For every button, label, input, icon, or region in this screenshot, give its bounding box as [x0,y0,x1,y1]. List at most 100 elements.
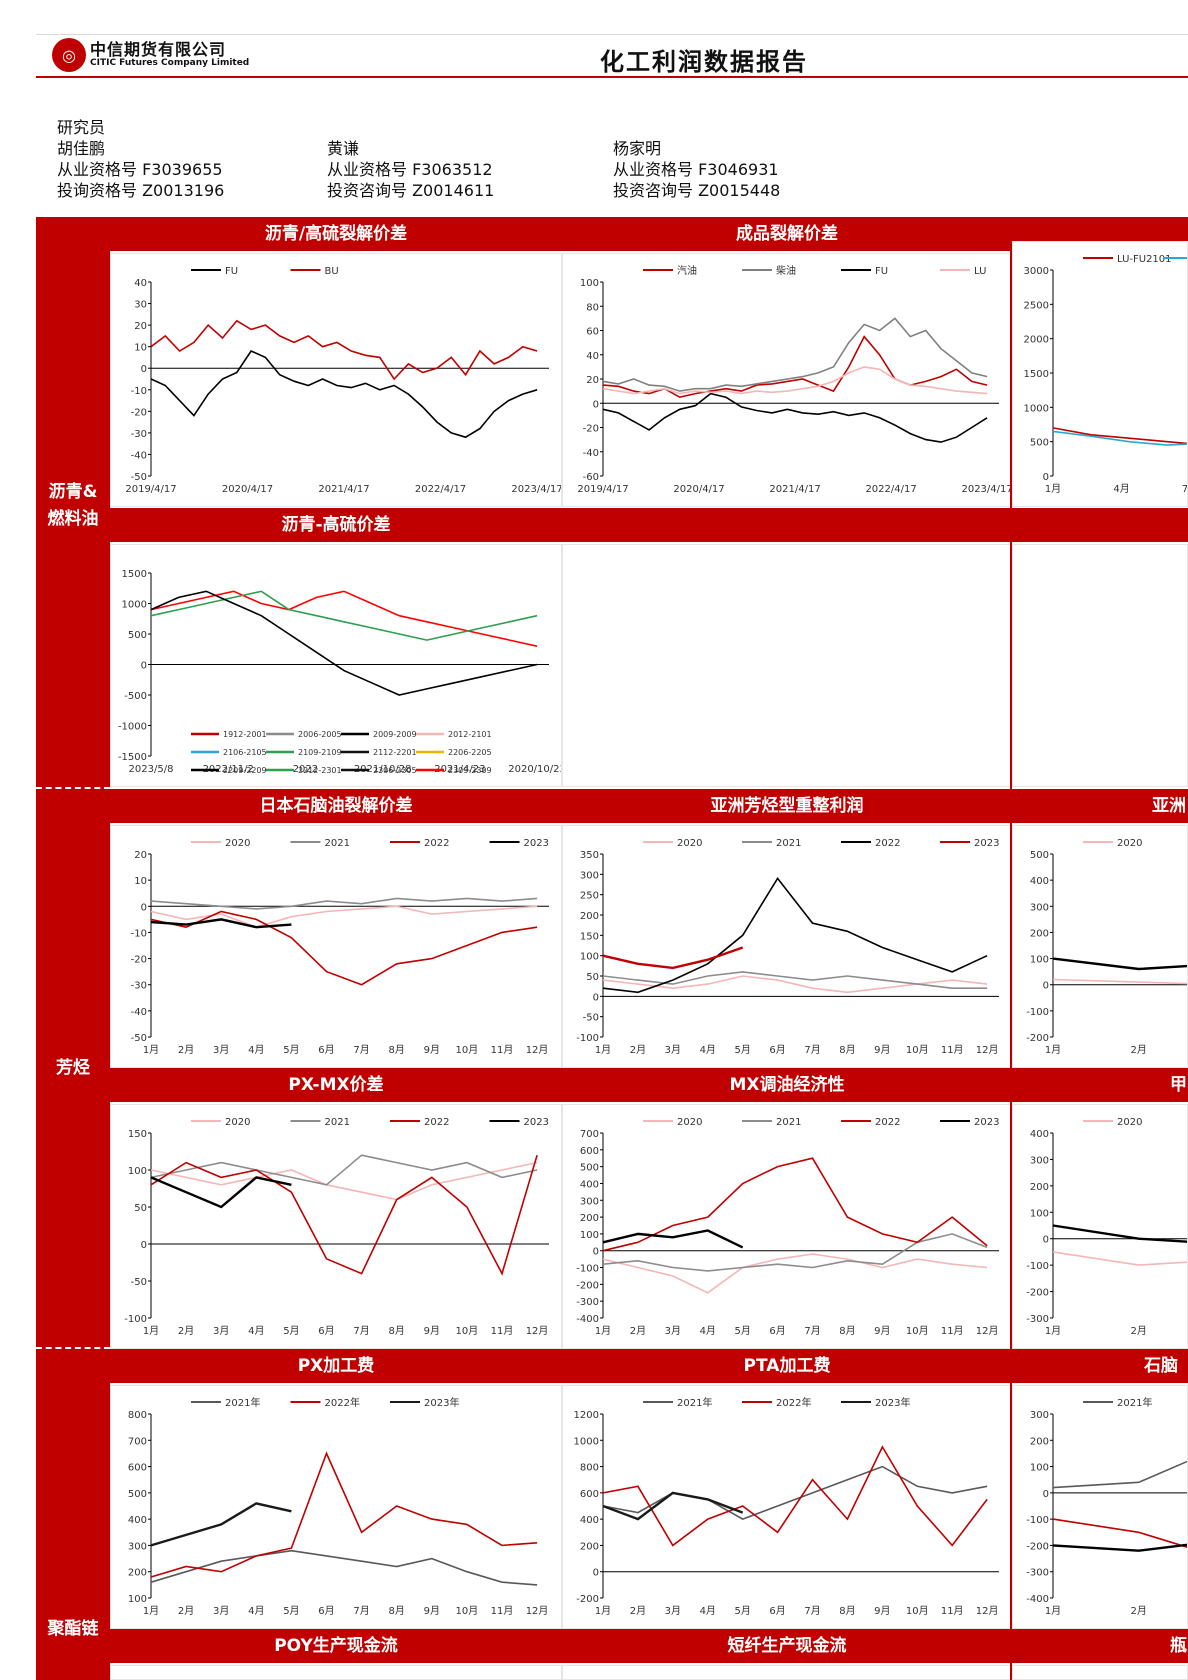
report-title: 化工利润数据报告 [600,48,808,76]
series-line-2023 [1052,1224,1187,1243]
x-tick-label: 12月 [976,1605,999,1617]
x-tick-label: 1月 [143,1044,159,1056]
y-tick-label: 350 [580,850,599,861]
series-line-2021 [150,1154,538,1186]
y-tick-label: -100 [576,1264,599,1275]
x-tick-label: 12月 [526,1325,549,1337]
y-tick-label: 0 [141,364,147,375]
y-tick-label: 400 [1030,876,1049,887]
chart-title-c5: 日本石脑油裂解价差 [110,789,562,823]
x-tick-label: 5月 [283,1605,299,1617]
x-tick-label: 2月 [630,1605,646,1617]
chart-title-c1: 沥青/高硫裂解价差 [110,217,562,251]
legend-label: 2020 [1117,1117,1142,1128]
series-line-2021年 [602,1465,988,1520]
legend-label: 2209-2209 [223,766,267,775]
series-line-2209-2209 [150,590,538,696]
chart-title-c14: POY生产现金流 [110,1629,562,1663]
x-tick-label: 1月 [1045,1605,1061,1617]
legend-label: 2021年 [677,1396,712,1409]
x-tick-label: 2月 [630,1044,646,1056]
series-line-2020 [602,1253,988,1294]
x-tick-label: 6月 [318,1605,334,1617]
legend-label: 柴油 [776,264,796,277]
company-name-cn: 中信期货有限公司 [90,40,227,60]
x-tick-label: 11月 [941,1605,964,1617]
y-tick-label: 400 [1030,1129,1049,1140]
legend-label: 汽油 [677,264,697,277]
x-tick-label: 2022/4/17 [865,484,916,495]
x-tick-label: 6月 [318,1044,334,1056]
y-tick-label: -300 [1026,1314,1049,1325]
y-tick-label: -100 [1026,1261,1049,1272]
series-line-2309-2309 [150,590,538,647]
y-tick-label: 200 [580,1541,599,1552]
x-tick-label: 2019/4/17 [125,484,176,495]
x-tick-label: 2月 [178,1605,194,1617]
y-tick-label: 20 [586,375,599,386]
y-tick-label: 200 [1030,1182,1049,1193]
legend-label: 2020 [225,1117,250,1128]
x-tick-label: 8月 [388,1605,404,1617]
y-tick-label: 300 [1030,902,1049,913]
chart-svg-c3: 3000250020001500100050001月4月7月10月1月4LU-F… [1024,254,1187,495]
chart-title-c2: 成品裂解价差 [562,217,1012,251]
chart-panel-c12: 1200 1000 800 600 400 200 0 -200 1月 2月 3月 4月 5月 6月 7月 8… [562,1385,1012,1629]
x-tick-label: 2月 [1131,1605,1147,1617]
x-tick-label: 4月 [700,1044,716,1056]
y-tick-label: -40 [131,450,147,461]
x-tick-label: 10月 [456,1605,479,1617]
x-tick-label: 12月 [526,1044,549,1056]
y-tick-label: 100 [128,1166,147,1177]
series-line-2023 [150,918,292,929]
section-label-aromatics: 芳烃 [56,1058,90,1078]
y-tick-label: 50 [134,1203,147,1214]
y-tick-label: 600 [128,1463,147,1474]
y-tick-label: 800 [128,1410,147,1421]
y-tick-label: 1500 [122,569,147,580]
y-tick-label: -20 [131,407,147,418]
x-tick-label: 11月 [941,1325,964,1337]
column-separator [1010,217,1012,1680]
y-tick-label: 300 [580,870,599,881]
legend-label: 2023 [524,838,549,849]
section-label-polyester: 聚酯链 [47,1619,99,1639]
y-tick-label: -50 [131,1277,147,1288]
series-line-LU [602,366,988,395]
x-tick-label: 2021/10/28 [354,764,412,775]
y-tick-label: 50 [586,972,599,983]
empty-panel [562,544,1012,787]
x-tick-label: 9月 [424,1605,440,1617]
y-tick-label: 80 [586,302,599,313]
y-tick-label: 100 [1030,1208,1049,1219]
legend-label: 2023 [974,1117,999,1128]
section-divider [36,1347,110,1349]
section-label-asphalt-fueloil: 沥青& 燃料油 [47,482,99,529]
series-line-FU [602,392,988,443]
analyst-block-1: 研究员 胡佳鹏 从业资格号 F3039655 投询资格号 Z0013196 [57,117,224,201]
legend-label: 2206-2205 [448,748,492,757]
y-tick-label: -50 [131,1033,147,1044]
y-tick-label: 20 [134,321,147,332]
x-tick-label: 11月 [491,1605,514,1617]
chart-title-c15: 短纤生产现金流 [562,1629,1012,1663]
x-tick-label: 1月 [143,1605,159,1617]
series-line-2023 [150,1176,292,1209]
chart-title-c6: 亚洲芳烃型重整利润 [562,789,1012,823]
y-tick-label: 200 [1030,1436,1049,1447]
series-line-2022 [150,910,538,986]
chart-panel-c3: 3000250020001500100050001月4月7月10月1月4LU-F… [1012,241,1188,507]
chart-panel-c14 [110,1665,562,1680]
y-tick-label: 0 [141,1240,147,1251]
series-line-2022年 [150,1451,538,1578]
legend-label: 2006-2005 [298,730,342,739]
legend-label: 2106-2105 [223,748,267,757]
series-line-2020 [1052,1251,1187,1266]
company-logo: ◎ 中信期货有限公司 CITIC Futures Company Limited [52,38,249,72]
x-tick-label: 4月 [248,1605,264,1617]
x-tick-label: 1月 [1045,1044,1061,1056]
